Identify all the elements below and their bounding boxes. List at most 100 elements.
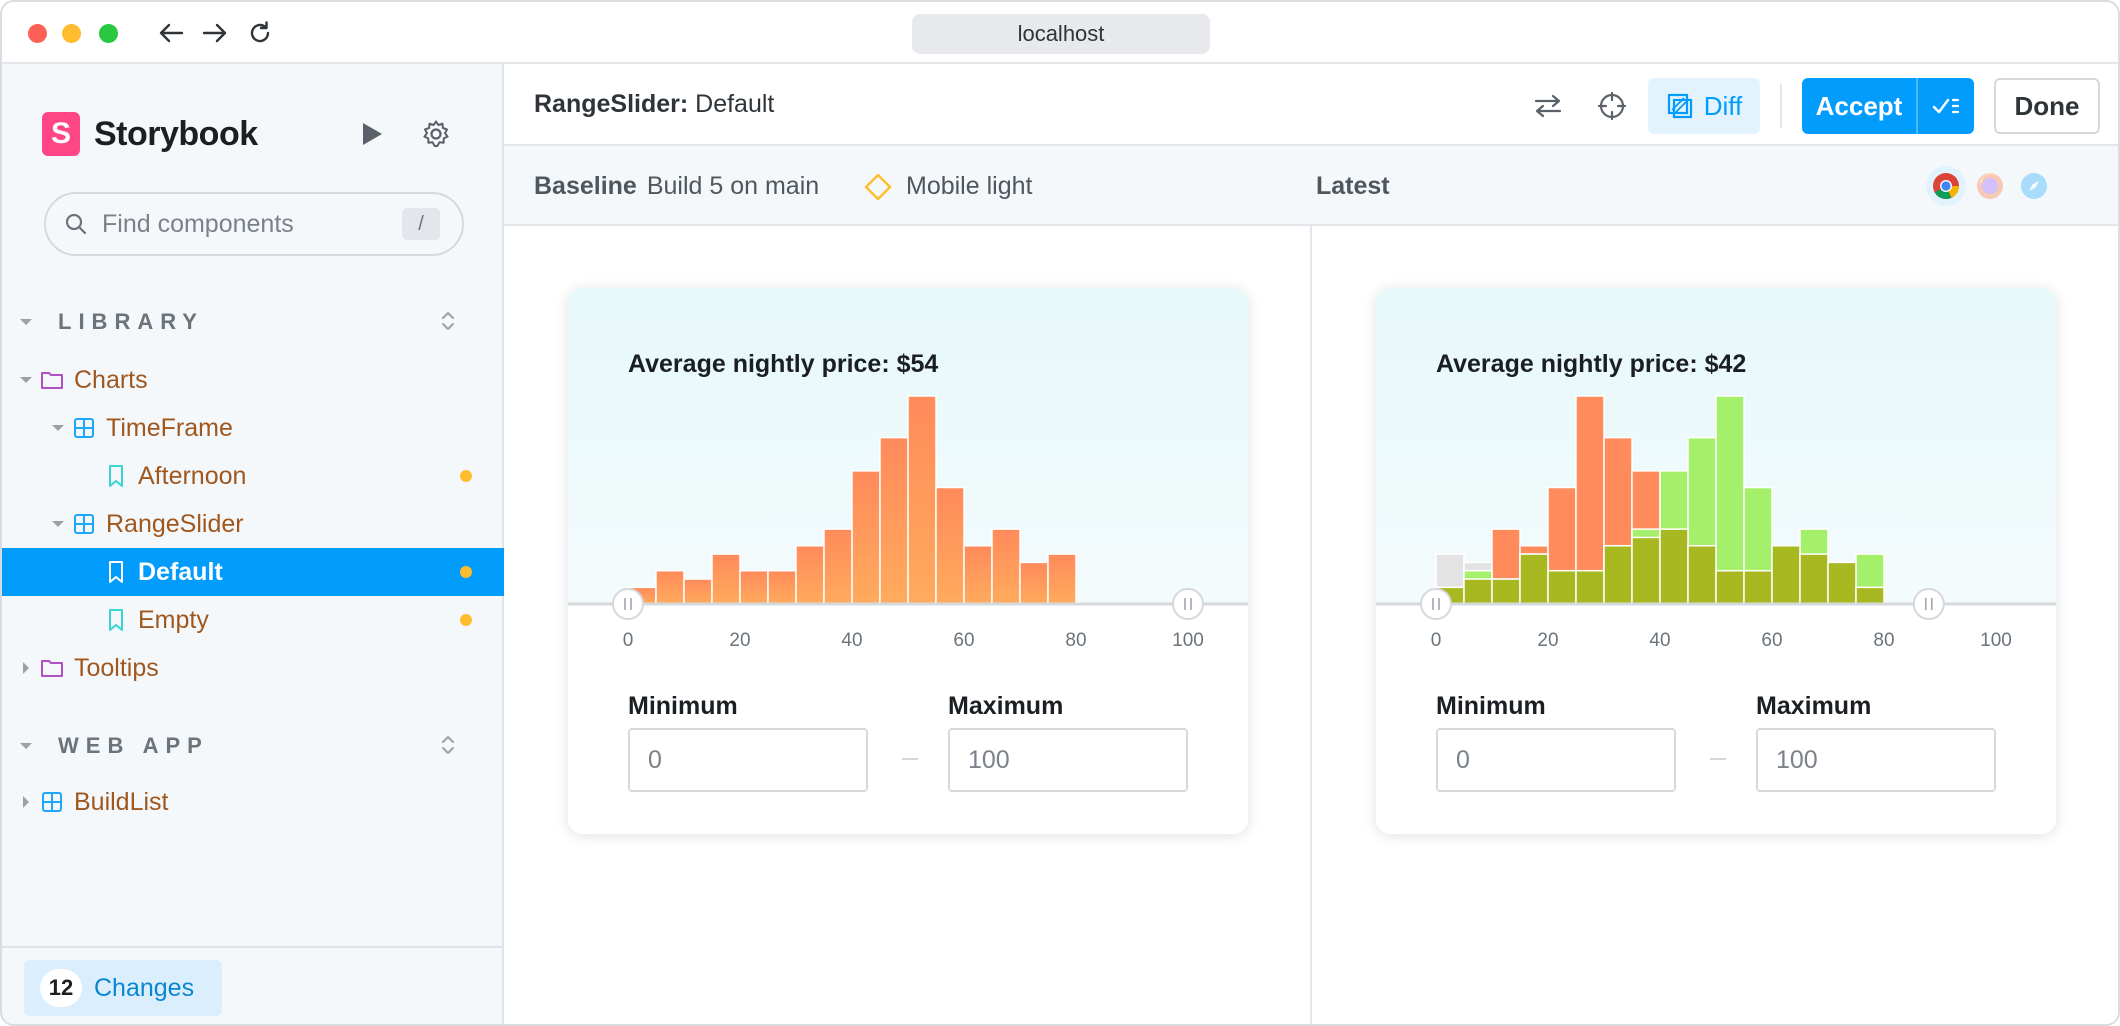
search-shortcut-key: / <box>402 208 440 240</box>
close-window-button[interactable] <box>28 24 47 43</box>
latest-card: Average nightly price: $42 0 20 40 60 80 100 … <box>1376 288 2056 834</box>
minimize-window-button[interactable] <box>62 24 81 43</box>
section-web-app[interactable]: WEB APP <box>16 728 486 764</box>
histogram-bar-overlap <box>1463 578 1493 605</box>
x-tick-label: 100 <box>1172 630 1204 651</box>
accept-label: Accept <box>1815 90 1903 121</box>
x-tick-label: 0 <box>1431 630 1442 651</box>
tree-item-afternoon[interactable]: Afternoon <box>2 452 504 500</box>
baseline-build[interactable]: Build 5 on main <box>646 172 820 200</box>
expand-collapse-icon[interactable] <box>440 310 456 332</box>
tree-item-label: TimeFrame <box>106 414 233 442</box>
checklist-icon <box>1932 98 1960 114</box>
expand-collapse-icon[interactable] <box>440 734 456 756</box>
search-field[interactable]: / <box>44 192 464 256</box>
back-arrow-icon[interactable] <box>154 16 188 50</box>
histogram-bar-overlap <box>1715 569 1745 605</box>
diff-toggle-button[interactable]: Diff <box>1648 78 1760 134</box>
tree-item-timeframe[interactable]: TimeFrame <box>2 404 504 452</box>
storybook-logo-icon: S <box>42 112 80 156</box>
changes-button[interactable]: 12 Changes <box>24 960 222 1016</box>
minimum-value: 0 <box>1456 745 1470 774</box>
batch-accept-button[interactable] <box>1918 78 1974 134</box>
handle-knob <box>1172 588 1204 620</box>
crosshair-icon[interactable] <box>1590 84 1634 128</box>
forward-arrow-icon[interactable] <box>198 16 232 50</box>
section-library[interactable]: LIBRARY <box>16 304 486 340</box>
component-icon <box>74 418 94 438</box>
histogram-bar <box>851 470 881 605</box>
histogram-bar-overlap <box>1575 569 1605 605</box>
tree-item-tooltips[interactable]: Tooltips <box>2 644 504 692</box>
histogram-bar-overlap <box>1491 578 1521 605</box>
chevron-down-icon <box>20 377 32 383</box>
histogram-chart: 0 20 40 60 80 100 <box>568 395 1248 651</box>
latest-info: Latest <box>1316 172 1400 201</box>
tree-item-charts[interactable]: Charts <box>2 356 504 404</box>
histogram-bar <box>1019 561 1049 605</box>
toolbar-divider <box>1780 84 1782 128</box>
comparison-canvas: Average nightly price: $54 0 20 40 60 80 100 … <box>504 226 2118 1024</box>
tree-item-empty[interactable]: Empty <box>2 596 504 644</box>
minimum-input[interactable]: 0 <box>628 728 868 792</box>
safari-icon[interactable] <box>2014 166 2054 206</box>
chrome-icon[interactable] <box>1926 166 1966 206</box>
switch-icon[interactable] <box>1526 84 1570 128</box>
done-button[interactable]: Done <box>1994 78 2100 134</box>
tree-item-label: Tooltips <box>74 654 159 682</box>
slider-max-handle[interactable] <box>1912 588 1945 620</box>
search-input[interactable] <box>102 209 402 239</box>
reload-icon[interactable] <box>243 16 277 50</box>
storybook-brand[interactable]: S Storybook <box>42 112 258 156</box>
play-icon[interactable] <box>354 116 390 152</box>
x-tick-label: 40 <box>841 630 862 651</box>
histogram-bar <box>767 569 797 605</box>
histogram-bar <box>683 578 713 605</box>
firefox-icon[interactable] <box>1970 166 2010 206</box>
histogram-bar <box>711 553 741 605</box>
slider-min-handle[interactable] <box>1420 588 1452 620</box>
accept-button[interactable]: Accept <box>1802 78 1918 134</box>
minimum-input[interactable]: 0 <box>1436 728 1676 792</box>
accept-button-group: Accept <box>1802 78 1974 134</box>
url-bar[interactable]: localhost <box>912 14 1210 54</box>
browser-chrome: localhost <box>2 2 2118 64</box>
component-icon <box>74 514 94 534</box>
story-toolbar: RangeSlider: Default Diff Accept Done <box>504 64 2118 146</box>
histogram-bar-added <box>1715 395 1745 605</box>
section-title: LIBRARY <box>58 309 204 334</box>
range-dash <box>902 758 918 760</box>
gear-icon[interactable] <box>418 116 454 152</box>
x-tick-label: 20 <box>1537 630 1558 651</box>
histogram-bar-overlap <box>1855 586 1885 605</box>
chevron-right-icon <box>23 796 29 808</box>
done-label: Done <box>2014 90 2080 121</box>
maximum-label: Maximum <box>948 692 1064 720</box>
tree-item-buildlist[interactable]: BuildList <box>2 778 504 826</box>
tree-item-label: RangeSlider <box>106 510 244 538</box>
baseline-card: Average nightly price: $54 0 20 40 60 80 100 … <box>568 288 1248 834</box>
chevron-down-icon <box>20 743 32 749</box>
chevron-down-icon <box>52 521 64 527</box>
changed-status-dot <box>460 566 472 578</box>
slider-max-handle[interactable] <box>1172 588 1204 620</box>
maximum-input[interactable]: 100 <box>948 728 1188 792</box>
baseline-label: Baseline <box>534 172 637 200</box>
bookmark-icon <box>109 561 123 583</box>
mode-selector[interactable]: Mobile light <box>864 172 1032 201</box>
histogram-bar-baseline <box>1575 395 1605 605</box>
histogram-bar-overlap <box>1659 528 1689 605</box>
maximum-input[interactable]: 100 <box>1756 728 1996 792</box>
histogram-bar <box>795 545 825 605</box>
maximize-window-button[interactable] <box>99 24 118 43</box>
tree-item-rangeslider[interactable]: RangeSlider <box>2 500 504 548</box>
tree-item-default[interactable]: Default <box>2 548 504 596</box>
component-icon <box>42 792 62 812</box>
minimum-value: 0 <box>648 745 662 774</box>
panel-divider <box>1310 226 1312 1024</box>
x-tick-label: 80 <box>1065 630 1086 651</box>
slider-min-handle[interactable] <box>612 588 644 620</box>
changed-status-dot <box>460 614 472 626</box>
brand-name: Storybook <box>94 114 258 153</box>
